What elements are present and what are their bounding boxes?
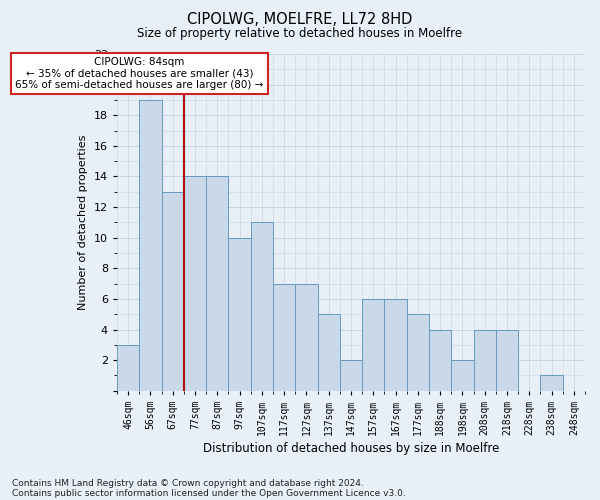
Bar bbox=[295, 284, 317, 391]
X-axis label: Distribution of detached houses by size in Moelfre: Distribution of detached houses by size … bbox=[203, 442, 499, 455]
Bar bbox=[541, 376, 563, 391]
Bar bbox=[429, 330, 451, 391]
Text: CIPOLWG: 84sqm
← 35% of detached houses are smaller (43)
65% of semi-detached ho: CIPOLWG: 84sqm ← 35% of detached houses … bbox=[15, 57, 263, 90]
Bar bbox=[161, 192, 184, 391]
Text: Contains public sector information licensed under the Open Government Licence v3: Contains public sector information licen… bbox=[12, 488, 406, 498]
Bar bbox=[139, 100, 161, 391]
Bar bbox=[385, 299, 407, 391]
Bar bbox=[496, 330, 518, 391]
Bar bbox=[184, 176, 206, 391]
Y-axis label: Number of detached properties: Number of detached properties bbox=[78, 134, 88, 310]
Bar bbox=[117, 345, 139, 391]
Bar bbox=[251, 222, 273, 391]
Bar bbox=[273, 284, 295, 391]
Bar bbox=[229, 238, 251, 391]
Bar bbox=[340, 360, 362, 391]
Bar bbox=[317, 314, 340, 391]
Bar bbox=[451, 360, 473, 391]
Bar bbox=[206, 176, 229, 391]
Bar bbox=[407, 314, 429, 391]
Bar bbox=[473, 330, 496, 391]
Bar bbox=[362, 299, 385, 391]
Text: CIPOLWG, MOELFRE, LL72 8HD: CIPOLWG, MOELFRE, LL72 8HD bbox=[187, 12, 413, 28]
Text: Contains HM Land Registry data © Crown copyright and database right 2024.: Contains HM Land Registry data © Crown c… bbox=[12, 478, 364, 488]
Text: Size of property relative to detached houses in Moelfre: Size of property relative to detached ho… bbox=[137, 28, 463, 40]
